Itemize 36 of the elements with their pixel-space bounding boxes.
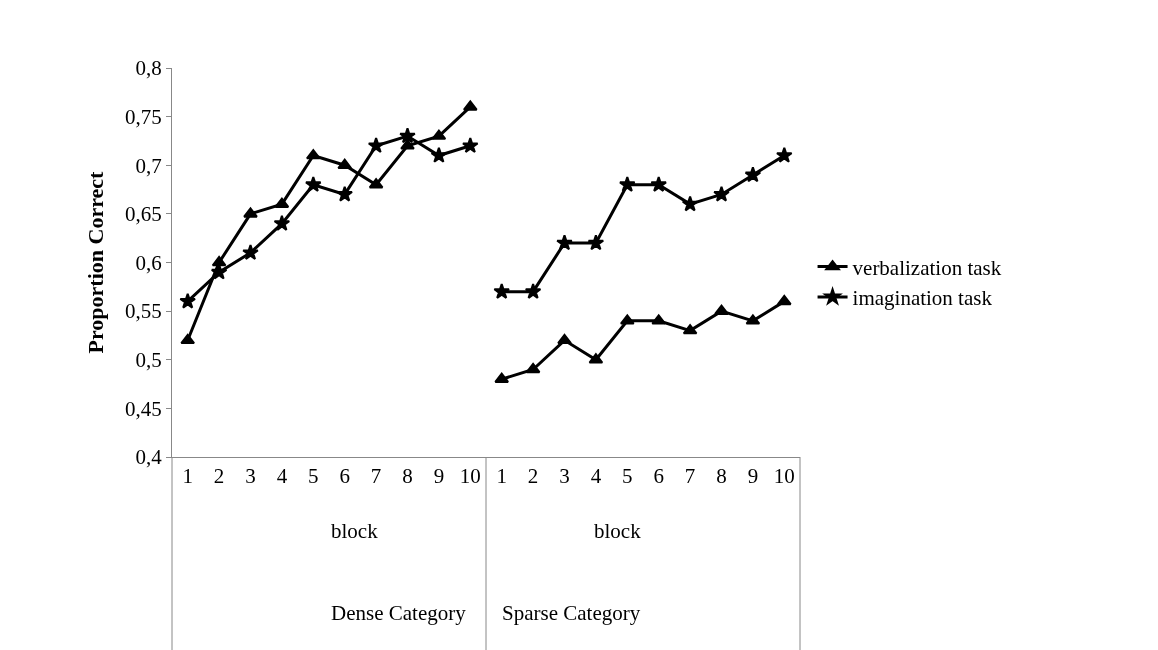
x-tick-label: 9 — [433, 464, 445, 489]
legend-label: verbalization task — [852, 255, 1002, 280]
x-tick-label: 8 — [402, 464, 413, 489]
y-axis-title: Proportion Correct — [82, 170, 108, 354]
x-tick-label: 9 — [747, 464, 759, 489]
x-tick-label: 10 — [459, 464, 481, 489]
x-tick-label: 5 — [308, 464, 319, 489]
y-tick-label: 0,65 — [125, 202, 162, 227]
y-tick-label: 0,55 — [125, 299, 162, 324]
text: block — [594, 519, 642, 543]
text: block — [331, 519, 379, 543]
text: Dense Category — [331, 601, 467, 625]
x-tick-label: 10 — [773, 464, 795, 489]
y-tick-label: 0,6 — [135, 250, 162, 275]
y-tick-label: 0,8 — [135, 56, 162, 81]
x-tick-label: 3 — [559, 464, 570, 489]
x-tick-label: 4 — [276, 464, 288, 489]
y-tick-label: 0,7 — [135, 153, 162, 178]
x-tick-label: 6 — [653, 464, 664, 489]
text: Sparse Category — [502, 601, 641, 625]
x-tick-label: 6 — [339, 464, 350, 489]
y-tick-label: 0,4 — [135, 445, 163, 470]
x-tick-label: 2 — [527, 464, 539, 489]
x-tick-label: 1 — [496, 464, 507, 489]
y-tick-label: 0,45 — [125, 396, 162, 421]
x-tick-label: 3 — [245, 464, 256, 489]
legend-label: imagination task — [852, 286, 993, 311]
x-tick-label: 5 — [622, 464, 633, 489]
y-tick-label: 0,5 — [135, 348, 162, 373]
x-tick-label: 7 — [370, 464, 382, 489]
x-tick-label: 1 — [182, 464, 193, 489]
y-tick-label: 0,75 — [125, 104, 162, 129]
x-tick-label: 2 — [213, 464, 225, 489]
x-tick-label: 7 — [684, 464, 696, 489]
x-tick-label: 4 — [590, 464, 602, 489]
x-tick-label: 8 — [716, 464, 727, 489]
